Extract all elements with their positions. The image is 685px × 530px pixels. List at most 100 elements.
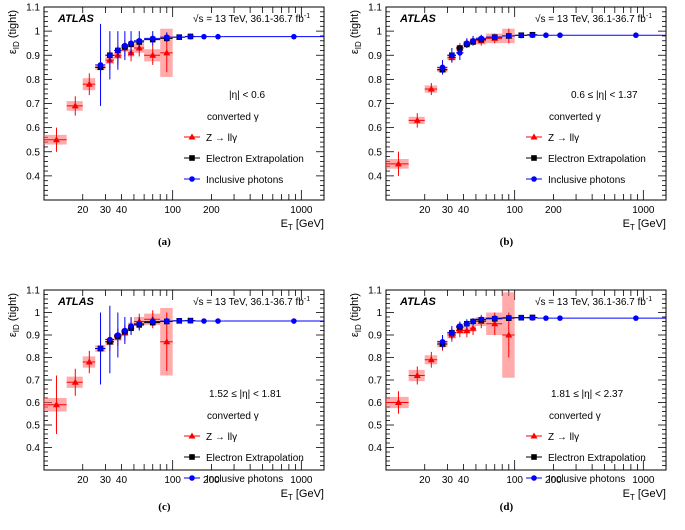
y-axis-title: εID (tight) <box>349 293 363 337</box>
legend-entry-label: Inclusive photons <box>206 175 283 186</box>
x-tick-label: 30 <box>100 205 112 216</box>
x-tick-label: 100 <box>506 475 523 486</box>
marker-circle <box>478 316 485 323</box>
y-tick-label: 0.9 <box>368 51 382 62</box>
x-tick-label: 200 <box>545 475 562 486</box>
data-point-circle <box>463 319 471 329</box>
legend-entry-label: Inclusive photons <box>548 474 625 485</box>
legend-marker-triangle <box>188 432 196 439</box>
data-point-circle <box>195 33 212 40</box>
marker-circle <box>122 42 128 49</box>
marker-circle <box>449 52 455 59</box>
marker-circle <box>470 37 476 44</box>
marker-circle <box>491 315 498 321</box>
legend-entry-label: Z → llγ <box>548 133 579 144</box>
y-tick-label: 0.9 <box>26 331 40 342</box>
y-tick-label: 1 <box>34 27 40 38</box>
atlas-label: ATLAS <box>399 13 437 25</box>
data-layer <box>386 28 666 176</box>
marker-triangle <box>163 49 171 56</box>
data-point-circle <box>527 315 538 321</box>
legend-marker-square <box>189 155 195 161</box>
x-tick-label: 200 <box>203 205 220 216</box>
marker-circle <box>439 338 446 345</box>
marker-circle <box>176 318 183 324</box>
data-point-triangle <box>44 127 67 152</box>
data-point-circle <box>211 318 224 324</box>
x-tick-label: 30 <box>442 205 454 216</box>
y-tick-label: 0.5 <box>26 147 40 158</box>
energy-label: √s = 13 TeV, 36.1-36.7 fb-1 <box>193 296 310 308</box>
x-tick-label: 20 <box>419 205 431 216</box>
data-point-circle <box>463 38 471 49</box>
data-point-circle <box>223 318 324 324</box>
marker-circle <box>128 40 134 46</box>
data-point-circle <box>128 317 134 335</box>
data-point-circle <box>456 45 464 61</box>
legend-entry-label: Electron Extrapolation <box>206 453 304 464</box>
x-tick-label: 1000 <box>632 205 655 216</box>
data-point-circle <box>121 31 129 61</box>
marker-circle <box>201 33 207 40</box>
y-axis-title: εID (tight) <box>7 10 21 54</box>
x-tick-label: 100 <box>164 475 181 486</box>
marker-circle <box>470 318 476 325</box>
y-tick-label: 0.4 <box>368 171 382 182</box>
x-tick-label: 40 <box>458 475 470 486</box>
conversion-label: converted γ <box>549 112 601 123</box>
data-layer <box>44 23 324 152</box>
marker-circle <box>136 320 143 327</box>
marker-circle <box>107 52 113 59</box>
y-tick-label: 1 <box>34 308 40 319</box>
marker-triangle <box>505 331 513 338</box>
conversion-label: converted γ <box>549 411 601 422</box>
data-point-triangle <box>408 366 425 385</box>
data-point-circle <box>195 318 212 324</box>
chart-panel-c: 0.4 0.5 0.6 0.7 0.8 0.9 1 1.1 20 30 40 100 200 1000 εI… <box>7 286 325 513</box>
data-point-circle <box>437 60 448 75</box>
x-tick-label: 30 <box>442 475 454 486</box>
y-tick-label: 0.6 <box>26 123 40 134</box>
eta-region-label: 0.6 ≤ |η| < 1.37 <box>571 90 638 101</box>
data-point-triangle <box>144 45 161 65</box>
marker-triangle <box>463 327 471 333</box>
y-tick-label: 0.5 <box>368 147 382 158</box>
energy-label: √s = 13 TeV, 36.1-36.7 fb-1 <box>535 13 652 25</box>
panel-label: (d) <box>500 501 514 513</box>
marker-circle <box>449 329 455 336</box>
x-tick-label: 40 <box>116 205 128 216</box>
data-point-circle <box>185 33 196 40</box>
conversion-label: converted γ <box>207 112 259 123</box>
data-point-triangle <box>66 368 83 396</box>
marker-circle <box>128 323 134 329</box>
y-tick-label: 1.1 <box>26 286 40 297</box>
marker-circle <box>163 34 170 40</box>
marker-triangle <box>149 51 157 58</box>
legend-entry-label: Z → llγ <box>206 133 237 144</box>
legend-entry-label: Electron Extrapolation <box>548 154 646 165</box>
marker-circle <box>505 33 512 39</box>
data-point-circle <box>475 316 487 323</box>
marker-triangle <box>491 320 499 327</box>
panel-label: (a) <box>158 236 171 248</box>
y-tick-label: 0.4 <box>26 171 40 182</box>
data-point-circle <box>144 31 161 46</box>
chart-panel-a: 0.4 0.5 0.6 0.7 0.8 0.9 1 1.1 20 30 40 100 200 1000 εI… <box>7 3 325 248</box>
marker-triangle <box>71 378 79 385</box>
legend-marker-triangle <box>530 133 538 140</box>
y-tick-label: 0.7 <box>26 376 40 387</box>
marker-triangle <box>427 85 435 92</box>
x-tick-label: 40 <box>116 475 128 486</box>
data-point-triangle <box>386 391 409 414</box>
data-point-circle <box>470 35 476 46</box>
marker-circle <box>149 318 156 325</box>
x-tick-label: 1000 <box>290 475 313 486</box>
data-point-circle <box>456 321 464 331</box>
y-tick-label: 0.5 <box>26 421 40 432</box>
marker-triangle <box>427 356 435 363</box>
data-point-circle <box>172 318 186 324</box>
marker-circle <box>215 318 221 324</box>
y-tick-label: 0.7 <box>368 376 382 387</box>
x-tick-label: 40 <box>458 205 470 216</box>
marker-circle <box>97 345 104 352</box>
